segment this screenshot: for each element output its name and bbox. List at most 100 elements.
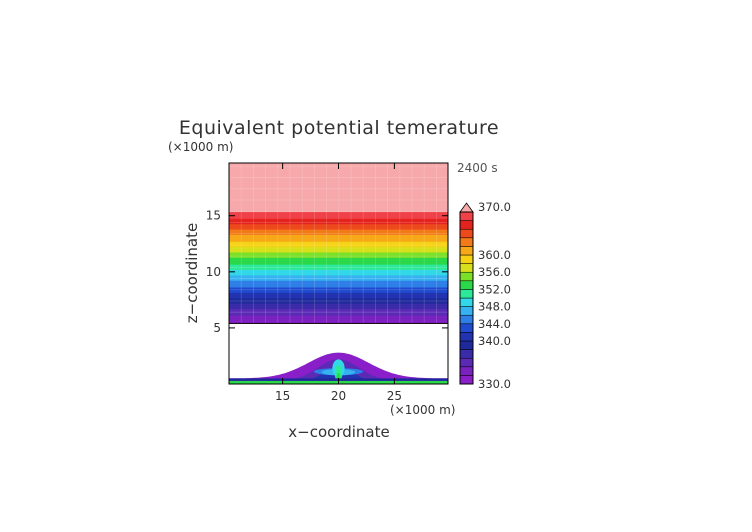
colorbar-tick-label: 348.0 — [478, 300, 511, 314]
field-band — [229, 173, 448, 176]
x-axis: 15 20 25 — [275, 163, 402, 403]
field-band — [229, 241, 448, 244]
colorbar-segment — [459, 263, 474, 273]
colorbar-segment — [459, 323, 474, 333]
field-band — [229, 226, 448, 229]
field-band — [229, 239, 448, 242]
field-band — [229, 227, 448, 230]
field-band — [229, 168, 448, 171]
field-band — [229, 278, 448, 281]
field-band — [229, 257, 448, 260]
field-band — [229, 312, 448, 315]
field-band — [229, 229, 448, 231]
colorbar-tick-label: 370.0 — [478, 200, 511, 214]
field-band — [229, 262, 448, 265]
field-band — [229, 246, 448, 249]
colorbar-tick-label: 356.0 — [478, 265, 511, 279]
y-tick-label: 5 — [213, 321, 221, 335]
field-band — [229, 318, 448, 320]
field-band — [229, 299, 448, 301]
field-band — [229, 199, 448, 202]
field-band — [229, 195, 448, 198]
field-band — [229, 183, 448, 186]
chart-title: Equivalent potential temerature — [179, 117, 499, 139]
field-band — [229, 277, 448, 280]
y-tick-label: 15 — [206, 209, 221, 223]
field-band — [229, 211, 448, 214]
field-band — [229, 315, 448, 318]
colorbar-segment — [459, 332, 474, 342]
field-band — [229, 287, 448, 289]
colorbar-segment — [459, 220, 474, 230]
field-band — [229, 308, 448, 311]
field-band — [229, 219, 448, 222]
field-band — [229, 292, 448, 295]
field-band — [229, 222, 448, 225]
field-band — [229, 221, 448, 223]
field-band — [229, 182, 448, 184]
colorbar: 370.0 360.0 356.0 352.0 348.0 344.0 340.0 330.0 — [459, 200, 511, 391]
field-band — [229, 245, 448, 248]
field-band — [229, 252, 448, 254]
field-band — [229, 320, 448, 323]
colorbar-segment — [459, 228, 474, 239]
colorbar-extend-arrow — [459, 202, 474, 213]
field-band — [229, 293, 448, 296]
field-band — [229, 198, 448, 200]
field-band — [229, 288, 448, 291]
field-band — [229, 268, 448, 270]
colorbar-tick-label: 344.0 — [478, 317, 511, 331]
field-band — [229, 261, 448, 264]
field-band — [229, 208, 448, 211]
field-band — [229, 297, 448, 300]
field-band — [229, 242, 448, 245]
field-band — [229, 300, 448, 303]
field-band — [229, 307, 448, 310]
field-band — [229, 253, 448, 256]
field-band — [229, 270, 448, 273]
field-band — [229, 243, 448, 246]
field-band — [229, 249, 448, 252]
colorbar-segment — [459, 314, 474, 325]
colorbar-segment — [459, 357, 474, 368]
field-band — [229, 179, 448, 182]
field-band — [229, 186, 448, 188]
y-axis-label: z−coordinate — [183, 223, 201, 323]
x-tick-label: 25 — [387, 389, 402, 403]
field-band — [229, 194, 448, 196]
field-band — [229, 289, 448, 292]
field-band — [229, 196, 448, 199]
field-band — [229, 234, 448, 237]
field-band — [229, 303, 448, 305]
field-band — [229, 214, 448, 217]
time-label: 2400 s — [457, 161, 498, 175]
field-band — [229, 235, 448, 238]
field-band — [229, 217, 448, 219]
field-band — [229, 176, 448, 179]
field-band — [229, 230, 448, 233]
field-band — [229, 272, 448, 275]
field-band — [229, 273, 448, 276]
field-band — [229, 281, 448, 284]
field-band — [229, 192, 448, 195]
field-band — [229, 178, 448, 180]
field-band — [229, 213, 448, 215]
field-band — [229, 190, 448, 192]
field-band — [229, 238, 448, 241]
field-band — [229, 223, 448, 226]
field-band — [229, 175, 448, 178]
field-band — [229, 269, 448, 272]
field-band — [229, 311, 448, 314]
field-band — [229, 200, 448, 203]
field-band — [229, 215, 448, 218]
colorbar-tick-label: 352.0 — [478, 282, 511, 296]
field-band — [229, 295, 448, 297]
field-band — [229, 180, 448, 183]
colorbar-segment — [459, 306, 474, 316]
colorbar-segment — [459, 237, 474, 247]
field-band — [229, 254, 448, 257]
field-band — [229, 313, 448, 316]
colorbar-segment — [459, 246, 474, 256]
field-band — [229, 305, 448, 308]
